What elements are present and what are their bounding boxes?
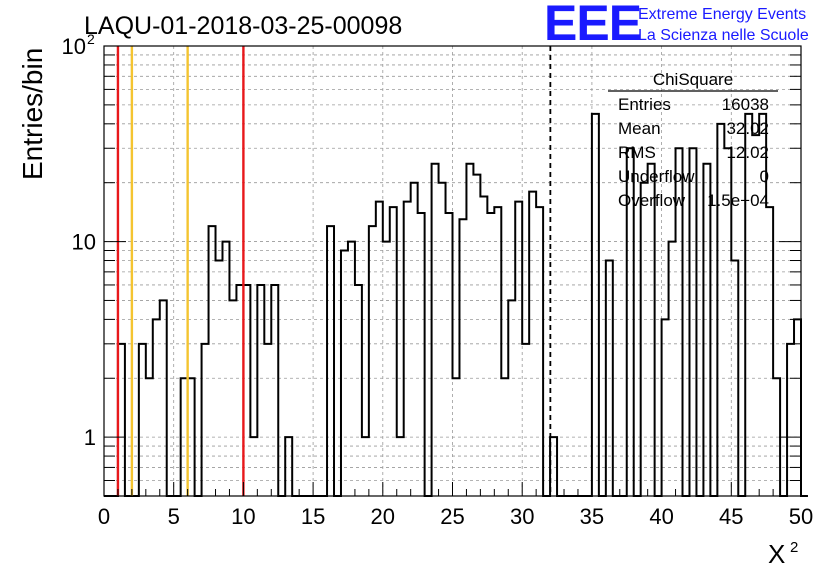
stats-label: Overflow xyxy=(618,191,686,210)
histogram-bin xyxy=(229,300,236,496)
histogram-bin xyxy=(285,437,292,496)
histogram-bin xyxy=(703,164,710,496)
histogram-bin xyxy=(487,213,494,496)
histogram-bin xyxy=(271,285,278,496)
chart-title: LAQU-01-2018-03-25-00098 xyxy=(84,12,402,40)
x-tick-label: 35 xyxy=(580,504,604,529)
histogram-series xyxy=(104,112,808,497)
histogram-bin xyxy=(717,124,724,496)
histogram-bin xyxy=(648,164,655,496)
histogram-bin xyxy=(529,192,536,496)
x-tick-label: 50 xyxy=(789,504,813,529)
histogram-step-line xyxy=(104,112,808,497)
histogram-bin xyxy=(222,242,229,496)
histogram-bin xyxy=(216,261,223,496)
eee-logo: EEE xyxy=(544,0,641,51)
histogram-bin xyxy=(139,344,146,496)
histogram-bin xyxy=(794,319,801,496)
stats-title: ChiSquare xyxy=(653,70,733,89)
stats-value: 32.02 xyxy=(726,119,769,138)
histogram-bin xyxy=(446,213,453,496)
histogram-bin xyxy=(669,242,676,496)
stats-label: Entries xyxy=(618,95,671,114)
y-axis-label: Entries/bin xyxy=(17,48,48,180)
reference-markers xyxy=(116,46,552,496)
histogram-bin xyxy=(515,202,522,496)
histogram-bin xyxy=(341,251,348,496)
histogram-bin xyxy=(606,261,613,496)
histogram-bin xyxy=(383,242,390,496)
histogram-bin xyxy=(369,226,376,496)
histogram-bin xyxy=(745,114,752,496)
histogram-bin xyxy=(522,344,529,496)
histogram-bin xyxy=(376,202,383,496)
x-tick-label: 20 xyxy=(371,504,395,529)
histogram-bin xyxy=(662,319,669,496)
y-tick-label: 1 xyxy=(84,425,96,450)
histogram-bin xyxy=(592,114,599,496)
logo-line-2: La Scienza nelle Scuole xyxy=(638,27,809,44)
histogram-bin xyxy=(480,196,487,496)
histogram-bin xyxy=(752,135,759,496)
histogram-bin xyxy=(348,242,355,496)
histogram-bin xyxy=(250,437,257,496)
histogram-bin xyxy=(257,285,264,496)
y-tick-label: 10 xyxy=(62,34,86,59)
x-tick-label: 10 xyxy=(231,504,255,529)
stats-label: Mean xyxy=(618,119,661,138)
histogram-bin xyxy=(153,319,160,496)
histogram-bin xyxy=(432,164,439,496)
histogram-bin xyxy=(355,285,362,496)
x-tick-label: 40 xyxy=(649,504,673,529)
x-tick-label: 30 xyxy=(510,504,534,529)
histogram-bin xyxy=(411,183,418,496)
histogram-bin xyxy=(641,183,648,496)
histogram-bin xyxy=(209,226,216,496)
histogram-bin xyxy=(501,378,508,496)
histogram-bin xyxy=(494,207,501,496)
x-tick-label: 0 xyxy=(98,504,110,529)
histogram-bin xyxy=(787,344,794,496)
stats-value: 0 xyxy=(760,167,769,186)
histogram-bin xyxy=(390,207,397,496)
logo-line-1: Extreme Energy Events xyxy=(638,6,806,23)
stats-value: 12.02 xyxy=(726,143,769,162)
x-tick-label: 15 xyxy=(301,504,325,529)
x-tick-label: 25 xyxy=(440,504,464,529)
stats-label: RMS xyxy=(618,143,656,162)
histogram-bin xyxy=(731,261,738,496)
x-axis-label-superscript: 2 xyxy=(790,539,798,556)
x-tick-label: 5 xyxy=(168,504,180,529)
stats-label: Underflow xyxy=(618,167,695,186)
stats-value: 1.5e+04 xyxy=(707,191,769,210)
histogram-bin xyxy=(466,164,473,496)
histogram-bin xyxy=(160,300,167,496)
stats-box: ChiSquare Entries 16038 Mean 32.02 RMS 12.02 U… xyxy=(608,70,778,210)
histogram-bin xyxy=(362,437,369,496)
y-tick-label: 10 xyxy=(72,230,96,255)
histogram-bin xyxy=(508,300,515,496)
stats-value: 16038 xyxy=(722,95,769,114)
histogram-bin xyxy=(536,207,543,496)
histogram-bin xyxy=(418,213,425,496)
histogram-bin xyxy=(404,202,411,496)
histogram-bin xyxy=(397,437,404,496)
histogram-bin xyxy=(327,226,334,496)
histogram-bin xyxy=(473,175,480,496)
histogram-bin xyxy=(453,378,460,496)
stats-rows: Entries 16038 Mean 32.02 RMS 12.02 Underflow 0 O… xyxy=(618,95,769,210)
x-tick-label: 45 xyxy=(719,504,743,529)
histogram-bin xyxy=(264,344,271,496)
histogram-bin xyxy=(439,183,446,496)
histogram-bin xyxy=(202,344,209,496)
histogram-bin xyxy=(766,207,773,496)
y-tick-label-superscript: 2 xyxy=(87,31,95,47)
histogram-bin xyxy=(146,378,153,496)
x-axis-label: X xyxy=(768,539,785,569)
histogram-bin xyxy=(459,219,466,496)
histogram-bin xyxy=(689,148,696,496)
